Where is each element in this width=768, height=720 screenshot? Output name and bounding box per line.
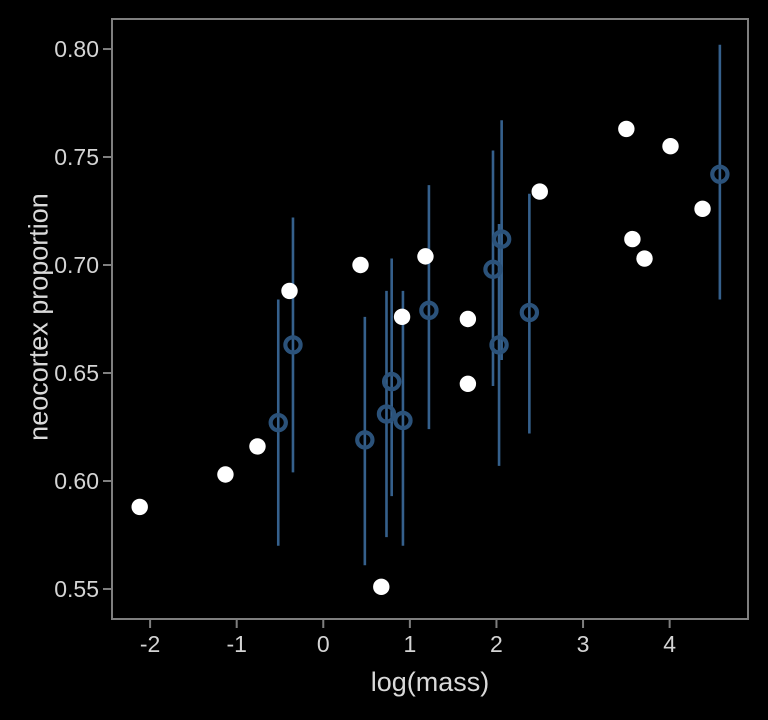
imputed-point [376,404,397,424]
imputed-point [519,302,540,323]
imputed-point [283,335,303,355]
observed-point [662,138,679,155]
y-axis-title: neocortex proportion [23,193,54,441]
observed-point [624,230,641,248]
imputed-point [491,229,512,249]
observed-point [636,250,653,267]
imputed-point [355,430,375,450]
observed-point [217,466,234,483]
observed-point [393,308,411,326]
y-tick-label: 0.65 [54,360,99,386]
observed-point [694,200,711,218]
x-tick-label: -2 [140,631,160,657]
y-tick-label: 0.55 [54,576,99,602]
observed-point [131,498,148,516]
x-tick-label: 4 [663,631,676,657]
observed-point [249,438,266,455]
x-tick-label: -1 [226,631,246,657]
y-tick-label: 0.80 [54,36,99,62]
observed-point [352,256,369,274]
observed-point [281,282,298,300]
observed-point [459,375,477,392]
observed-point [373,578,390,596]
imputed-point [268,412,288,433]
imputed-point [710,164,730,184]
y-tick-label: 0.70 [54,252,99,278]
y-tick-label: 0.60 [54,468,99,494]
observed-point [531,183,548,200]
imputed-point [489,335,509,355]
imputed-point [393,410,413,431]
x-axis-title: log(mass) [370,667,490,697]
x-tick-label: 0 [317,631,330,657]
imputed-point [419,300,439,321]
plot-border [111,18,749,620]
y-tick-label: 0.75 [54,144,99,170]
imputed-point [381,371,402,392]
observed-point [417,248,434,265]
imputed-point [483,259,503,280]
x-tick-label: 3 [577,631,590,657]
x-tick-label: 2 [490,631,503,657]
x-tick-label: 1 [403,631,416,657]
observed-point [459,310,477,328]
observed-point [618,120,635,138]
